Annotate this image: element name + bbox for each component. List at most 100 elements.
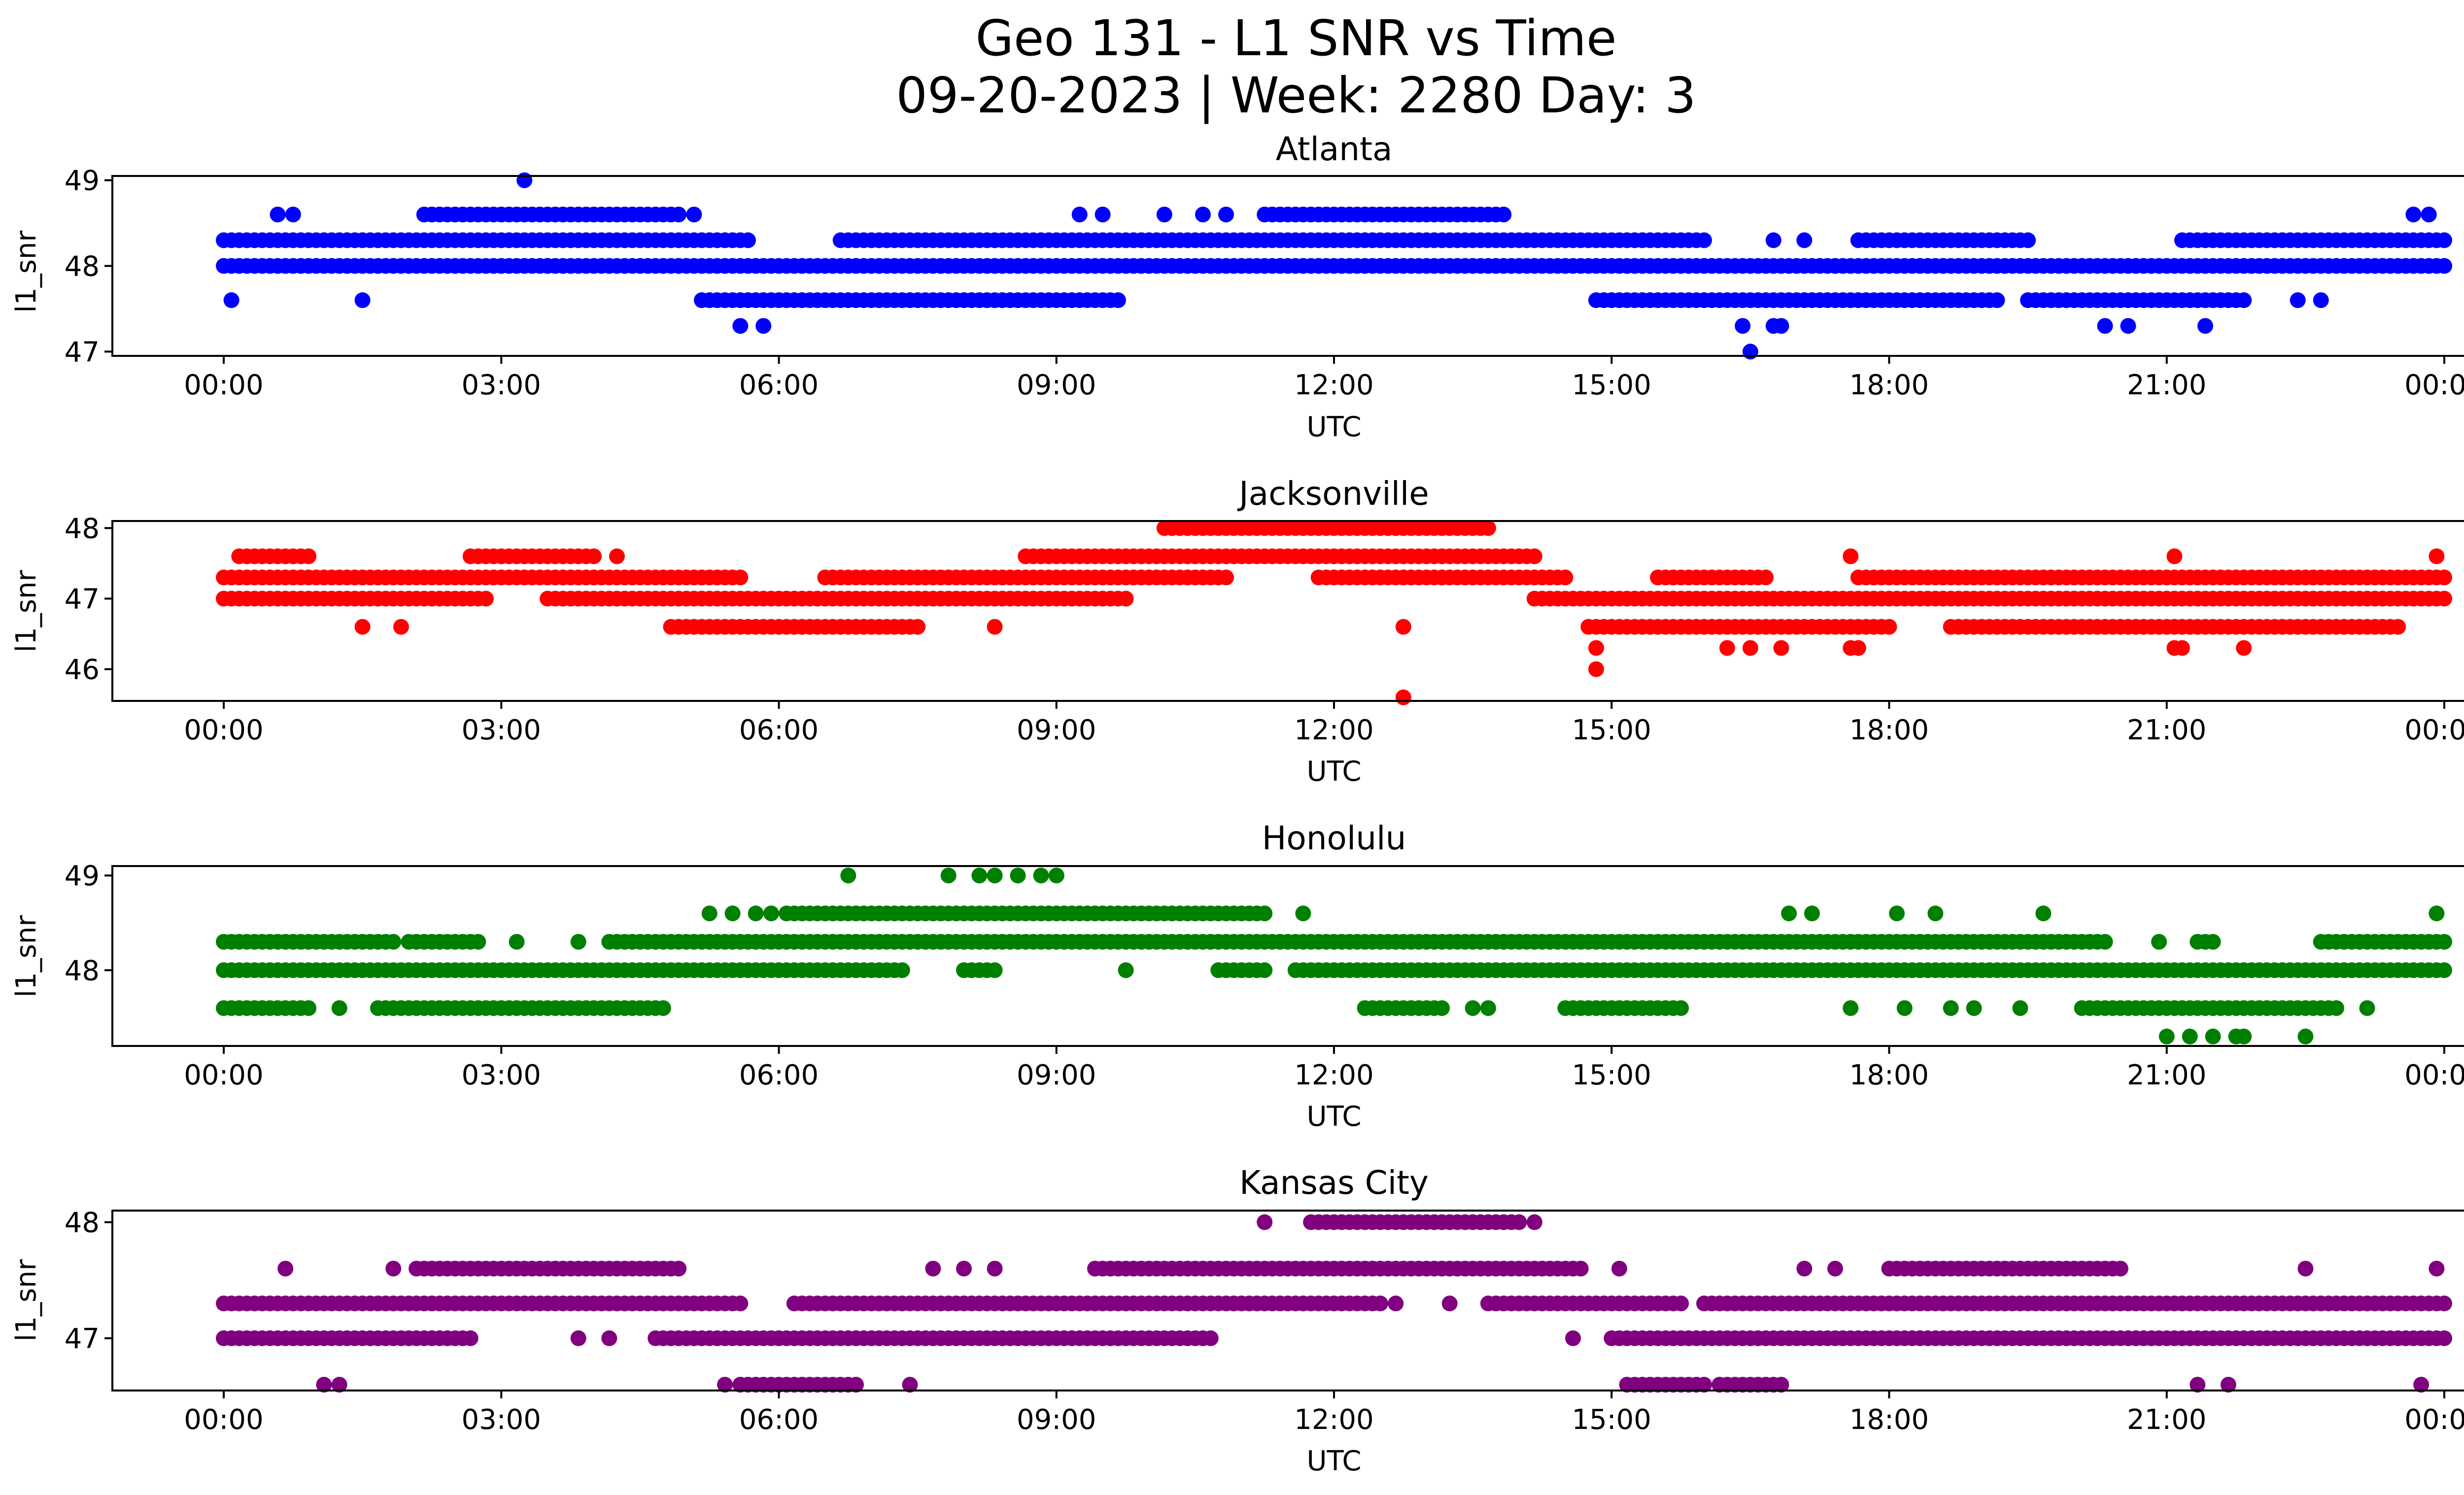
- data-point: [2020, 232, 2036, 248]
- data-point: [2174, 640, 2190, 656]
- x-tick-label: 06:00: [739, 369, 819, 401]
- data-point: [2236, 640, 2252, 656]
- data-point: [1850, 640, 1866, 656]
- data-point: [1889, 905, 1905, 922]
- x-tick-label: 00:00: [2404, 714, 2464, 746]
- x-tick-label: 00:00: [2404, 1404, 2464, 1436]
- panel-jacksonville: Jacksonville l1_snr UTC 00:00 03:00 06:00 0…: [10, 475, 2464, 788]
- x-tick-label: 12:00: [1294, 714, 1373, 746]
- data-point: [1765, 232, 1781, 248]
- data-point: [1989, 292, 2005, 308]
- data-point: [540, 258, 556, 274]
- data-point: [2290, 292, 2306, 308]
- data-point: [277, 1260, 294, 1277]
- axes-frame: [111, 865, 2464, 1047]
- data-point: [1465, 1000, 1481, 1016]
- data-point: [1796, 1260, 1813, 1277]
- data-point: [1896, 1000, 1913, 1016]
- data-point: [385, 934, 402, 950]
- data-point: [755, 318, 772, 334]
- x-tick-label: 09:00: [1017, 714, 1096, 746]
- x-tick-label: 09:00: [1017, 1404, 1096, 1436]
- data-point: [1943, 1000, 1959, 1016]
- data-point: [1966, 1000, 1982, 1016]
- axes-frame: [111, 175, 2464, 357]
- data-point: [2097, 934, 2113, 950]
- x-tick-label: 03:00: [462, 1404, 541, 1436]
- data-point: [1048, 868, 1064, 884]
- data-point: [2166, 548, 2183, 564]
- y-tick-label: 48: [65, 513, 100, 545]
- figure-title-line2: 09-20-2023 | Week: 2280 Day: 3: [896, 67, 1696, 124]
- x-tick-label: 21:00: [2127, 714, 2206, 746]
- data-point: [2297, 1260, 2314, 1277]
- data-point: [1010, 868, 1026, 884]
- data-point: [1827, 1260, 1843, 1277]
- data-point: [2413, 1377, 2430, 1393]
- data-point: [1843, 1000, 1859, 1016]
- x-tick-label: 06:00: [739, 714, 819, 746]
- data-point: [671, 1260, 687, 1277]
- data-point: [2436, 232, 2452, 248]
- data-point: [2205, 934, 2221, 950]
- data-point: [1395, 569, 1411, 586]
- data-point: [1781, 905, 1797, 922]
- data-point: [609, 548, 625, 564]
- data-point: [1565, 1330, 1581, 1346]
- data-point: [840, 868, 856, 884]
- x-tick-label: 03:00: [462, 369, 541, 401]
- data-point: [940, 868, 957, 884]
- data-point: [671, 207, 687, 223]
- data-point: [570, 1330, 586, 1346]
- data-point: [1673, 1000, 1689, 1016]
- data-point: [1257, 1214, 1273, 1230]
- data-point: [910, 619, 926, 635]
- data-point: [1742, 640, 1758, 656]
- data-point: [1095, 207, 1111, 223]
- x-tick-label: 09:00: [1017, 369, 1096, 401]
- data-point: [987, 868, 1003, 884]
- data-point: [2436, 962, 2452, 978]
- x-tick-label: 00:00: [184, 1059, 263, 1091]
- data-point: [1773, 1377, 1789, 1393]
- x-tick-label: 00:00: [184, 1404, 263, 1436]
- data-point: [1480, 520, 1496, 536]
- data-point: [2436, 569, 2452, 586]
- x-tick-label: 18:00: [1849, 369, 1929, 401]
- data-point: [516, 172, 533, 188]
- data-point: [2436, 934, 2452, 950]
- scatter-series: [216, 868, 2452, 1044]
- data-point: [732, 1295, 749, 1312]
- data-point: [2097, 318, 2113, 334]
- x-tick-label: 00:00: [2404, 1059, 2464, 1091]
- data-point: [1118, 591, 1134, 607]
- x-tick-label: 15:00: [1572, 1059, 1651, 1091]
- data-point: [655, 1000, 671, 1016]
- data-point: [570, 934, 586, 950]
- x-tick-label: 21:00: [2127, 1404, 2206, 1436]
- data-point: [1071, 207, 1088, 223]
- x-tick-label: 00:00: [184, 714, 263, 746]
- data-point: [748, 905, 764, 922]
- data-point: [223, 292, 240, 308]
- x-tick-label: 09:00: [1017, 1059, 1096, 1091]
- data-point: [1118, 962, 1134, 978]
- data-point: [1696, 1377, 1712, 1393]
- data-point: [686, 207, 702, 223]
- data-point: [987, 1260, 1003, 1277]
- data-point: [601, 258, 617, 274]
- data-point: [586, 548, 602, 564]
- scatter-series: [216, 172, 2452, 360]
- data-point: [1110, 292, 1126, 308]
- data-point: [1673, 1295, 1689, 1312]
- data-point: [1388, 1295, 1404, 1312]
- data-point: [2236, 292, 2252, 308]
- data-point: [1758, 569, 1774, 586]
- data-point: [740, 232, 756, 248]
- data-point: [1496, 207, 1512, 223]
- x-tick-label: 15:00: [1572, 369, 1651, 401]
- data-point: [1257, 905, 1273, 922]
- data-point: [354, 292, 371, 308]
- data-point: [385, 1260, 402, 1277]
- data-point: [1588, 661, 1604, 677]
